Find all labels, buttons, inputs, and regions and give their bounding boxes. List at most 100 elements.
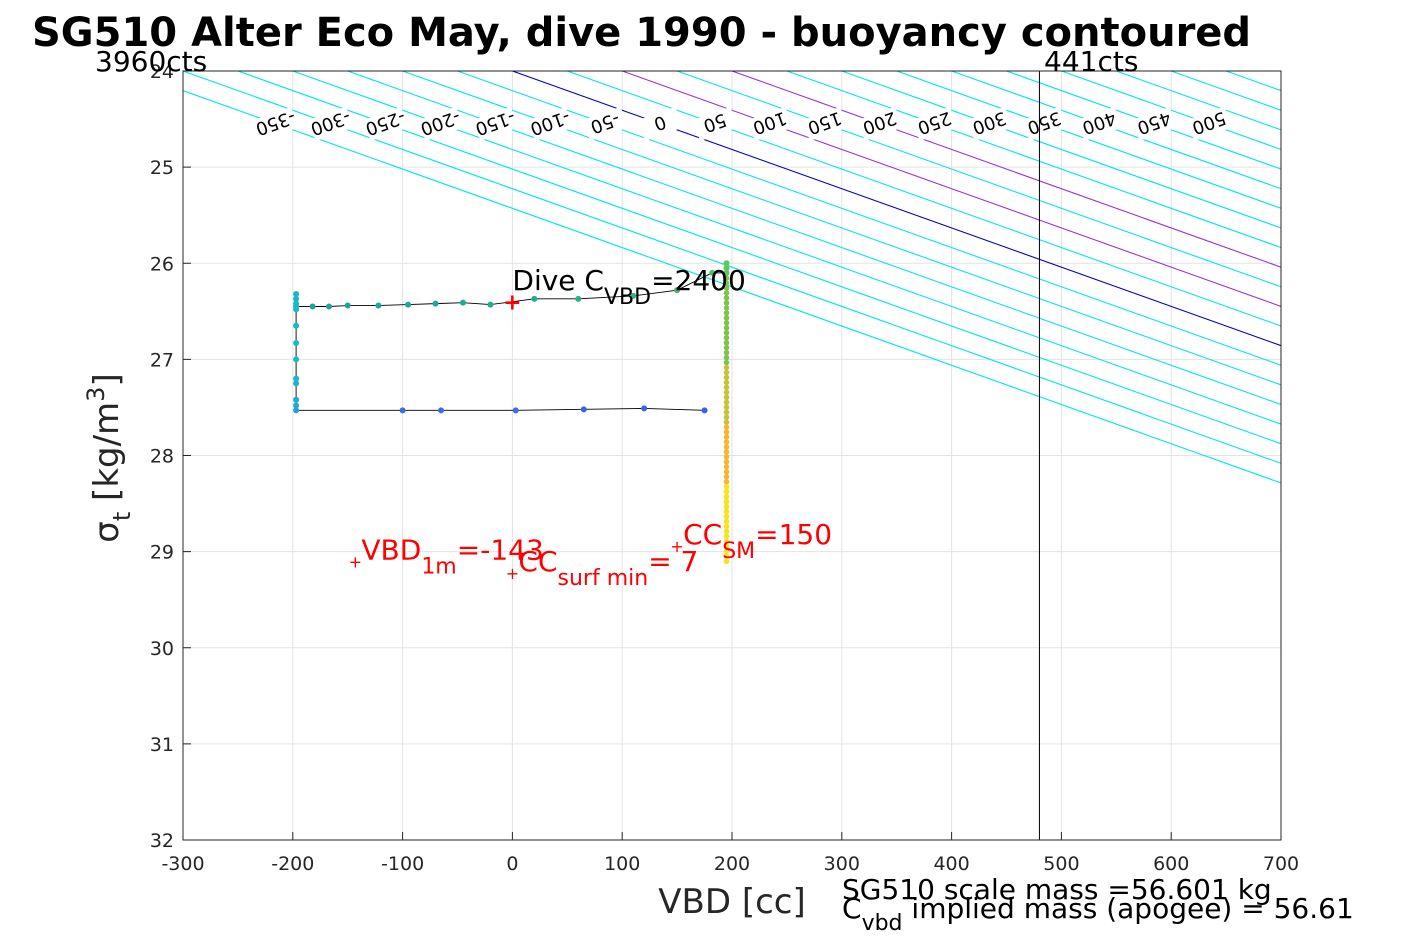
contour-label: 350 (1024, 107, 1063, 138)
counts-label-left: 3960cts (95, 45, 207, 78)
profile-bar-point (724, 479, 730, 485)
x-axis-label: VBD [cc] (658, 882, 806, 922)
contour-label: -350 (253, 106, 299, 140)
profile-point (293, 306, 299, 312)
profile-bar-point (724, 449, 730, 455)
y-tick-label: 32 (150, 830, 174, 852)
profile-point (326, 304, 332, 310)
profile-point (293, 301, 299, 307)
x-tick-label: 600 (1153, 853, 1189, 875)
contour-label: -250 (363, 106, 409, 140)
contour-label-group: 350 (1022, 106, 1067, 141)
profile-bar-point (724, 320, 730, 326)
contour-label-group: 250 (912, 106, 957, 141)
profile-bar-point (724, 404, 730, 410)
y-tick-label: 27 (150, 349, 174, 371)
profile-bar-point (724, 529, 730, 535)
profile-bar-point (724, 514, 730, 520)
profile-point (310, 304, 316, 310)
profile-bar-point (724, 464, 730, 470)
profile-bar-point (724, 335, 730, 341)
profile-bar-point (724, 365, 730, 371)
contour-label: 500 (1189, 107, 1228, 138)
profile-bar-point (724, 390, 730, 396)
contour-label-group: 50 (692, 106, 737, 141)
profile-bar-point (724, 424, 730, 430)
contour-label-group: -200 (417, 106, 463, 141)
contour-label: 250 (915, 107, 954, 138)
profile-point (581, 406, 587, 412)
profile-bar-point (724, 340, 730, 346)
y-axis-label: σt [kg/m3] (82, 373, 136, 542)
profile-bar-point (724, 360, 730, 366)
y-tick-label: 30 (150, 638, 174, 660)
profile-bar-point (724, 474, 730, 480)
contour-label-group: -350 (253, 106, 299, 141)
profile-bar-point (724, 310, 730, 316)
profile-point (438, 407, 444, 413)
y-tick-label: 25 (150, 157, 174, 179)
profile-bar-point (724, 350, 730, 356)
contour-label-group: 150 (802, 106, 847, 141)
contour-label: 400 (1079, 107, 1118, 138)
profile-bar-point (724, 504, 730, 510)
annotation-plus: + (670, 537, 683, 556)
annotation-text: Dive CVBD=2400 (512, 264, 745, 310)
x-tick-label: 100 (604, 853, 640, 875)
y-tick-label: 28 (150, 446, 174, 468)
profile-bar-point (724, 325, 730, 331)
contour-label-group: -100 (527, 106, 573, 141)
x-tick-label: 700 (1263, 853, 1299, 875)
y-axis-label-text: σt [kg/m3] (82, 373, 136, 542)
profile-bar-point (724, 345, 730, 351)
profile-point (293, 340, 299, 346)
x-tick-label: 300 (824, 853, 860, 875)
contour-label-group: -50 (583, 106, 628, 141)
contour-label: 100 (750, 107, 789, 138)
contour-label-group: 500 (1186, 106, 1231, 141)
grid (183, 71, 1281, 840)
profile-point (487, 302, 493, 308)
contour-label-group: 450 (1132, 106, 1177, 141)
implied-mass-note: Cvbd implied mass (apogee) = 56.61 (842, 892, 1354, 936)
profile-bar-point (724, 509, 730, 515)
profile-bar-point (724, 395, 730, 401)
profile-bar-point (724, 400, 730, 406)
contour-label: 450 (1134, 107, 1173, 138)
profile-bar-point (724, 469, 730, 475)
x-tick-label: -200 (271, 853, 314, 875)
profile-bar-point (724, 300, 730, 306)
profile-bar-point (724, 385, 730, 391)
contour-label-group: 300 (967, 106, 1012, 141)
x-tick-label: -100 (381, 853, 424, 875)
profile-point (345, 303, 351, 309)
profile-bar-point (724, 439, 730, 445)
x-tick-label: 400 (933, 853, 969, 875)
profile-point (702, 407, 708, 413)
profile-bar-point (724, 524, 730, 530)
profile-point (293, 407, 299, 413)
profile-bar-point (724, 494, 730, 500)
contour-label: -300 (308, 106, 354, 140)
profile-point (405, 302, 411, 308)
contour-label-group: -300 (308, 106, 354, 141)
profile-bar-point (724, 315, 730, 321)
contour-label: 150 (805, 107, 844, 138)
profile-point (433, 301, 439, 307)
profile-bar-point (724, 489, 730, 495)
profile-bar-point (724, 330, 730, 336)
counts-label-right: 441cts (1044, 45, 1138, 78)
y-tick-label: 31 (150, 734, 174, 756)
profile-bar-point (724, 484, 730, 490)
profile-bar-point (724, 459, 730, 465)
profile-bar-point (724, 429, 730, 435)
annotations: +Dive CVBD=2400+VBD1m=-143+CCsurf min= 7… (349, 264, 832, 591)
profile-bar-point (724, 305, 730, 311)
x-tick-label: -300 (161, 853, 204, 875)
annotation-text: CCSM=150 (683, 518, 832, 564)
contour-label: 200 (860, 107, 899, 138)
profile-bar-point (724, 355, 730, 361)
